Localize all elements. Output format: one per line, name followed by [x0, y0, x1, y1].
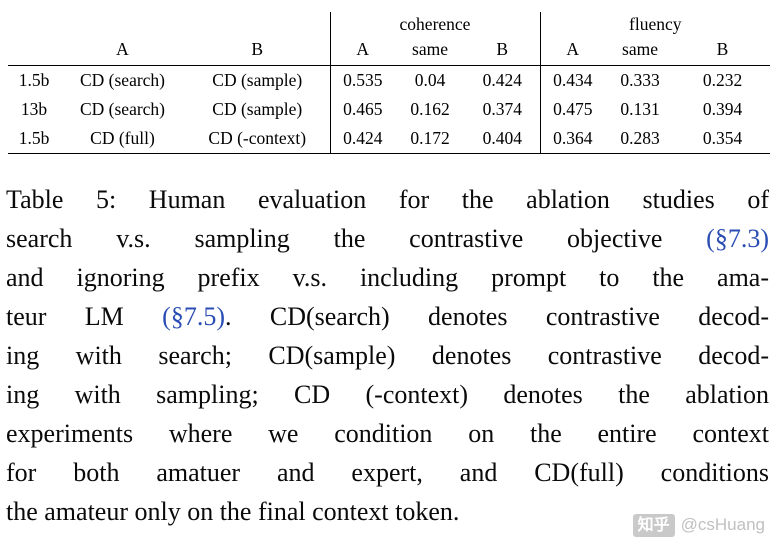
- cell-value: 0.172: [410, 128, 450, 148]
- cell-model-size: 1.5b: [18, 70, 50, 90]
- cell-value: 0.232: [702, 70, 743, 90]
- column-header-coh-b: B: [465, 36, 540, 66]
- cell-value: 0.283: [620, 128, 660, 148]
- cell-value: 0.424: [329, 124, 395, 154]
- watermark-handle: @csHuang: [680, 515, 765, 535]
- empty-group-cell: [8, 12, 330, 36]
- section-ref-7-5-link[interactable]: (§7.5): [162, 302, 225, 331]
- cell-value: 0.404: [482, 128, 522, 148]
- cell-value: 0.162: [410, 99, 450, 119]
- table-row: 13b CD (search) CD (sample) 0.465 0.162 …: [8, 95, 770, 124]
- cell-value: 0.374: [482, 99, 522, 119]
- caption-text: Table 5: Human evaluation for the ablati…: [6, 185, 769, 214]
- cell-model-size: 1.5b: [18, 128, 50, 148]
- caption-line: and ignoring prefix v.s. including promp…: [6, 258, 769, 297]
- column-header-a: A: [60, 36, 185, 66]
- watermark: 知乎 @csHuang: [632, 513, 765, 537]
- cell-value: 0.434: [539, 65, 605, 95]
- results-table: coherence fluency A B A same B A same B …: [8, 12, 770, 154]
- cell-value: 0.354: [702, 128, 743, 148]
- cell-model-size: 13b: [20, 99, 48, 119]
- caption-text: ing with search; CD(sample) denotes cont…: [6, 341, 769, 370]
- cell-model-a: CD (full): [90, 128, 155, 148]
- caption-text: experiments where we condition on the en…: [6, 419, 769, 448]
- table-caption: Table 5: Human evaluation for the ablati…: [6, 180, 769, 531]
- cell-value: 0.394: [702, 99, 743, 119]
- column-header-flu-b: B: [675, 36, 770, 66]
- cell-model-b: CD (-context): [208, 128, 307, 148]
- caption-text: and ignoring prefix v.s. including promp…: [6, 263, 769, 292]
- column-header-b: B: [185, 36, 330, 66]
- caption-text: ing with sampling; CD (-context) denotes…: [6, 380, 769, 409]
- caption-line: the amateur only on the final context to…: [6, 492, 769, 531]
- caption-line: experiments where we condition on the en…: [6, 414, 769, 453]
- cell-value: 0.333: [620, 70, 660, 90]
- cell-model-a: CD (search): [79, 70, 166, 90]
- table-group-header-row: coherence fluency: [8, 12, 770, 36]
- column-header-flu-a: A: [539, 36, 605, 66]
- cell-value: 0.535: [329, 65, 395, 95]
- caption-text: search v.s. sampling the contrastive obj…: [6, 224, 707, 253]
- table-column-header-row: A B A same B A same B: [8, 36, 770, 66]
- group-header-coherence: coherence: [329, 12, 540, 36]
- caption-text: teur LM: [6, 302, 163, 331]
- cell-value: 0.364: [539, 124, 605, 154]
- cell-model-b: CD (sample): [212, 70, 303, 90]
- column-header-coh-same: same: [395, 36, 465, 66]
- caption-line: ing with search; CD(sample) denotes cont…: [6, 336, 769, 375]
- group-header-fluency: fluency: [539, 12, 770, 36]
- table-row: 1.5b CD (search) CD (sample) 0.535 0.04 …: [8, 65, 770, 95]
- cell-value: 0.424: [482, 70, 522, 90]
- cell-model-a: CD (search): [79, 99, 166, 119]
- caption-line: ing with sampling; CD (-context) denotes…: [6, 375, 769, 414]
- caption-line: Table 5: Human evaluation for the ablati…: [6, 180, 769, 219]
- cell-value: 0.04: [414, 70, 446, 90]
- caption-line: teur LM (§7.5). CD(search) denotes contr…: [6, 297, 769, 336]
- caption-text: . CD(search) denotes contrastive decod-: [224, 302, 770, 331]
- column-header-flu-same: same: [605, 36, 675, 66]
- cell-model-b: CD (sample): [212, 99, 303, 119]
- cell-value: 0.131: [620, 99, 660, 119]
- column-header-size: [8, 36, 60, 66]
- caption-text: for both amatuer and expert, and CD(full…: [6, 458, 769, 487]
- table-row: 1.5b CD (full) CD (-context) 0.424 0.172…: [8, 124, 770, 154]
- zhihu-logo: 知乎: [632, 513, 675, 537]
- caption-line: search v.s. sampling the contrastive obj…: [6, 219, 769, 258]
- column-header-coh-a: A: [329, 36, 395, 66]
- cell-value: 0.475: [539, 95, 605, 124]
- section-ref-7-3-link[interactable]: (§7.3): [706, 224, 769, 253]
- cell-value: 0.465: [329, 95, 395, 124]
- caption-line: for both amatuer and expert, and CD(full…: [6, 453, 769, 492]
- caption-text: the amateur only on the final context to…: [6, 497, 460, 526]
